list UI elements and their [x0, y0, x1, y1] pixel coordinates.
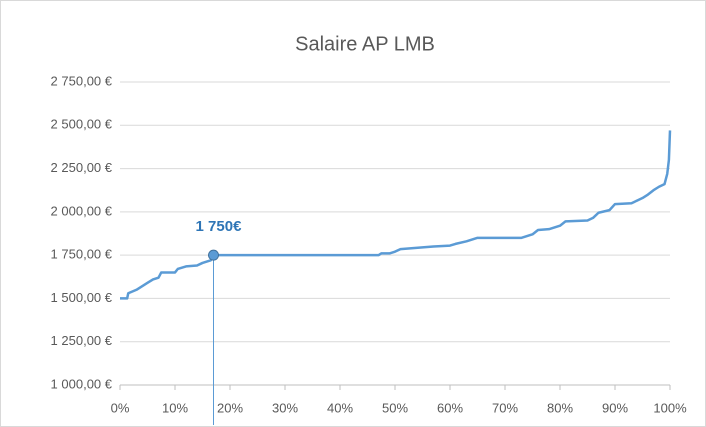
- y-tick-label: 1 250,00 €: [51, 333, 113, 348]
- y-tick-label: 1 500,00 €: [51, 290, 113, 305]
- x-tick-label: 70%: [492, 400, 518, 415]
- x-tick-label: 10%: [162, 400, 188, 415]
- x-tick-label: 100%: [653, 400, 687, 415]
- annotation-marker: [208, 249, 219, 261]
- x-tick-label: 90%: [602, 400, 628, 415]
- y-tick-label: 2 250,00 €: [51, 160, 113, 175]
- x-tick-label: 50%: [382, 400, 408, 415]
- x-tick-label: 0%: [111, 400, 130, 415]
- y-tick-label: 1 750,00 €: [51, 247, 113, 262]
- y-tick-label: 2 500,00 €: [51, 117, 113, 132]
- y-tick-label: 1 000,00 €: [51, 376, 113, 391]
- y-tick-label: 2 750,00 €: [51, 73, 113, 88]
- x-tick-label: 40%: [327, 400, 353, 415]
- chart-title: Salaire AP LMB: [295, 33, 435, 55]
- y-tick-label: 2 000,00 €: [51, 203, 113, 218]
- x-tick-label: 30%: [272, 400, 298, 415]
- x-tick-label: 20%: [217, 400, 243, 415]
- data-line: [120, 130, 672, 300]
- annotation-label: 1 750€: [196, 218, 243, 235]
- x-tick-label: 80%: [547, 400, 573, 415]
- x-tick-label: 60%: [437, 400, 463, 415]
